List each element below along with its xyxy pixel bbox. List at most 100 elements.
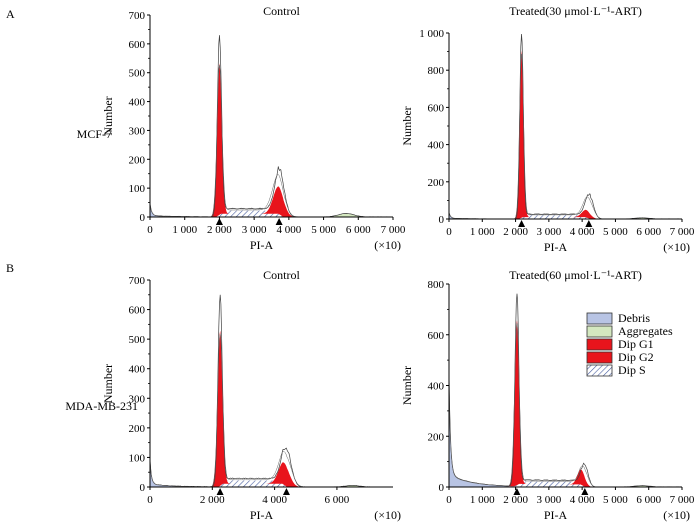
x-tick-label: 7 000 bbox=[670, 494, 695, 506]
y-tick-label: 200 bbox=[428, 177, 445, 189]
y-tick-label: 200 bbox=[428, 431, 445, 443]
y-tick-label: 400 bbox=[428, 140, 445, 152]
legend-swatch-aggregates bbox=[586, 325, 613, 338]
x-tick-label: 5 000 bbox=[311, 224, 336, 236]
section-label-a: A bbox=[6, 7, 15, 21]
legend-label-dip-g1: Dip G1 bbox=[618, 337, 654, 351]
x-tick-label: 3 000 bbox=[242, 224, 267, 236]
panel-title: Control bbox=[263, 4, 300, 18]
x-tick-label: 6 000 bbox=[636, 494, 661, 506]
x-tick-label: 6 000 bbox=[325, 494, 350, 506]
g1-peak bbox=[150, 330, 393, 487]
y-tick-label: 100 bbox=[129, 452, 146, 464]
x-tick-label: 7 000 bbox=[670, 226, 695, 238]
panel-mcf7-control: 0 100 200 300 400 500 600 700 0 1 000 2 000 3 000 4 … bbox=[101, 4, 406, 252]
legend-swatch-dip-g2 bbox=[586, 351, 613, 364]
legend-swatch-dip-g1 bbox=[586, 338, 613, 351]
y-axis-label: Number bbox=[101, 364, 115, 403]
y-tick-label: 700 bbox=[129, 275, 146, 287]
x-axis-label: PI-A bbox=[544, 508, 568, 522]
legend-swatch-dip-s bbox=[586, 364, 613, 377]
x-tick-label: 2 000 bbox=[200, 494, 225, 506]
y-tick-label: 600 bbox=[129, 39, 146, 51]
section-label-b: B bbox=[6, 261, 14, 275]
g2-peak bbox=[150, 460, 393, 487]
x-tick-label: 4 000 bbox=[262, 494, 287, 506]
legend-label-aggregates: Aggregates bbox=[618, 324, 673, 338]
y-tick-label: 300 bbox=[129, 125, 146, 137]
x-axis-label: PI-A bbox=[250, 238, 274, 252]
x-axis-unit: (×10) bbox=[663, 508, 690, 522]
y-tick-label: 200 bbox=[129, 154, 146, 166]
g1-peak bbox=[449, 50, 682, 219]
peak-marker bbox=[518, 220, 526, 227]
y-axis-label: Number bbox=[400, 106, 414, 145]
panel-title: Treated(60 μmol·L⁻¹-ART) bbox=[509, 268, 642, 282]
x-tick-label: 1 000 bbox=[470, 226, 495, 238]
g1-peak bbox=[150, 63, 393, 218]
y-axis-label: Number bbox=[101, 96, 115, 135]
s-phase-area bbox=[150, 204, 393, 217]
panel-mcf7-treated: 0 200 400 600 800 1 000 0 1 000 2 000 3 000 4 000 5… bbox=[400, 4, 695, 254]
x-tick-label: 0 bbox=[147, 224, 153, 236]
x-tick-label: 1 000 bbox=[172, 224, 197, 236]
y-tick-label: 100 bbox=[129, 183, 146, 195]
x-tick-label: 3 000 bbox=[536, 226, 561, 238]
x-axis-unit: (×10) bbox=[663, 240, 690, 254]
x-tick-label: 5 000 bbox=[603, 226, 628, 238]
s-phase-area bbox=[150, 460, 393, 487]
y-tick-label: 300 bbox=[129, 393, 146, 405]
y-tick-label: 400 bbox=[129, 364, 146, 376]
legend: Debris Aggregates Dip G1 Dip G2 Dip S bbox=[586, 311, 673, 377]
y-tick-label: 0 bbox=[140, 482, 146, 494]
y-tick-label: 700 bbox=[129, 10, 146, 22]
legend-swatch-debris bbox=[586, 312, 613, 325]
panel-title: Treated(30 μmol·L⁻¹-ART) bbox=[509, 4, 642, 18]
y-tick-label: 500 bbox=[129, 334, 146, 346]
peak-marker bbox=[216, 488, 224, 495]
x-axis-label: PI-A bbox=[250, 508, 274, 522]
s-phase-area bbox=[449, 212, 682, 219]
x-tick-label: 4 000 bbox=[276, 224, 301, 236]
x-tick-label: 0 bbox=[446, 494, 452, 506]
y-tick-label: 200 bbox=[129, 423, 146, 435]
y-tick-label: 600 bbox=[129, 305, 146, 317]
model-fit-line bbox=[149, 333, 393, 488]
x-tick-label: 6 000 bbox=[346, 224, 371, 236]
x-axis-unit: (×10) bbox=[374, 238, 401, 252]
peak-marker bbox=[282, 488, 290, 495]
x-tick-label: 4 000 bbox=[570, 226, 595, 238]
y-tick-label: 400 bbox=[129, 97, 146, 109]
histogram-outline bbox=[149, 294, 394, 488]
y-tick-label: 800 bbox=[428, 65, 445, 77]
model-fit-line bbox=[448, 53, 682, 220]
x-tick-label: 5 000 bbox=[603, 494, 628, 506]
x-tick-label: 2 000 bbox=[503, 494, 528, 506]
legend-label-dip-s: Dip S bbox=[618, 363, 646, 377]
s-phase-area bbox=[449, 376, 682, 487]
peak-marker bbox=[275, 218, 283, 225]
y-tick-label: 0 bbox=[439, 214, 445, 226]
panel-title: Control bbox=[263, 268, 300, 282]
debris-area bbox=[449, 376, 682, 487]
x-tick-label: 7 000 bbox=[381, 224, 406, 236]
x-axis-unit: (×10) bbox=[374, 508, 401, 522]
y-tick-label: 0 bbox=[140, 212, 146, 224]
histogram-outline bbox=[448, 33, 683, 220]
row-label-mda-mb-231: MDA-MB-231 bbox=[65, 399, 138, 413]
y-tick-label: 600 bbox=[428, 330, 445, 342]
panel-mda-control: 0 100 200 300 400 500 600 700 0 2 000 4 000 6 000 Co… bbox=[101, 268, 401, 522]
peak-marker bbox=[215, 218, 223, 225]
y-tick-label: 800 bbox=[428, 279, 445, 291]
x-tick-label: 3 000 bbox=[536, 494, 561, 506]
legend-label-debris: Debris bbox=[618, 311, 650, 325]
y-axis-label: Number bbox=[400, 366, 414, 405]
model-fit-line bbox=[149, 65, 393, 218]
panel-mda-treated: 0 200 400 600 800 0 1 000 2 000 3 000 4 000 5 000 6… bbox=[400, 268, 695, 522]
peak-marker bbox=[513, 488, 521, 495]
peak-marker bbox=[585, 220, 593, 227]
y-tick-label: 400 bbox=[428, 381, 445, 393]
y-tick-label: 0 bbox=[439, 482, 445, 494]
y-tick-label: 1 000 bbox=[419, 28, 444, 40]
